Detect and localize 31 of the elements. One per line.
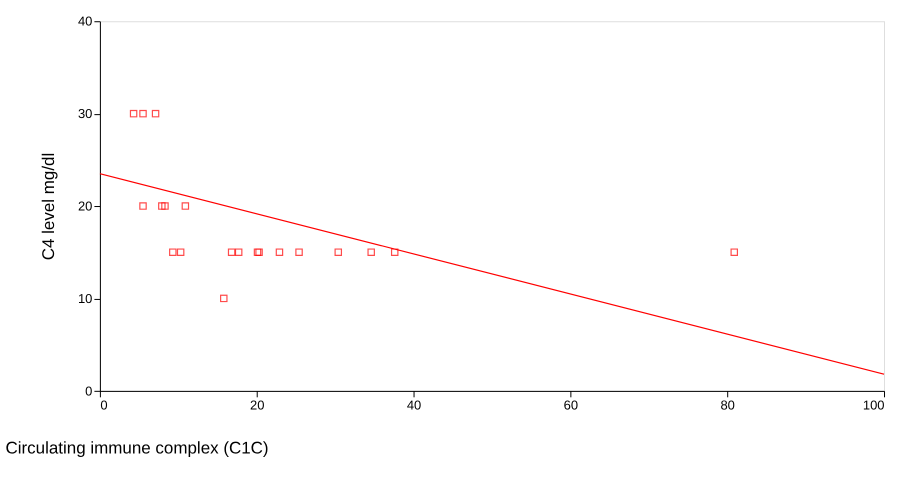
point — [152, 110, 160, 118]
x-tick-label: 80 — [720, 397, 735, 412]
x-tick-label: 20 — [250, 397, 264, 412]
y-tick-label: 0 — [85, 383, 92, 398]
x-tick-label: 100 — [862, 397, 885, 412]
y-tick-label: 10 — [78, 290, 92, 306]
x-tick-label: 0 — [100, 397, 108, 412]
x-tick-label: 40 — [406, 397, 422, 412]
y-tick-label: 30 — [78, 106, 92, 122]
point — [130, 110, 138, 118]
point — [228, 248, 236, 256]
point — [139, 110, 147, 118]
point — [220, 294, 228, 302]
point — [295, 248, 303, 256]
point — [182, 202, 190, 210]
point — [161, 202, 169, 210]
point — [367, 248, 375, 256]
point — [139, 202, 147, 210]
x-tick-label: 60 — [564, 397, 578, 412]
point — [158, 202, 166, 210]
point — [276, 248, 284, 256]
y-axis-title: C4 level mg/dl — [38, 152, 58, 260]
x-axis-title: Circulating immune complex (C1C) — [5, 438, 269, 458]
y-tick-label: 20 — [78, 198, 92, 214]
point — [169, 248, 177, 256]
point — [730, 248, 738, 256]
point — [390, 248, 398, 256]
point — [234, 248, 242, 256]
y-tick-label: 40 — [78, 14, 92, 29]
point — [176, 248, 184, 256]
point — [334, 248, 342, 256]
